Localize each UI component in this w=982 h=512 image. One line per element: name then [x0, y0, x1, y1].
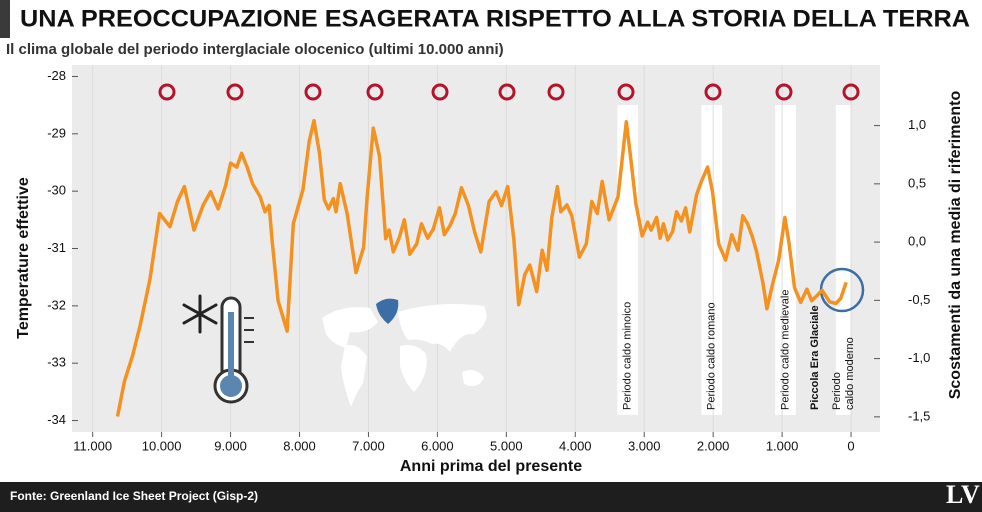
y-tick-label: -32 [47, 297, 66, 312]
y-tick-label: -30 [47, 183, 66, 198]
x-tick-label: 0 [847, 438, 854, 453]
x-tick-label: 3.000 [628, 438, 661, 453]
period-label: caldo moderno [844, 337, 856, 410]
warm-markers [158, 83, 860, 101]
y2-axis-label: Scostamenti da una media di riferimento [947, 91, 964, 400]
snowflake-icon [182, 294, 218, 334]
y2-tick-label: -0,5 [908, 292, 930, 307]
period-label: Periodo caldo romano [706, 302, 718, 410]
title-mark [0, 0, 10, 38]
source: Fonte: Greenland Ice Sheet Project (Gisp… [10, 489, 258, 503]
x-tick-label: 4.000 [559, 438, 592, 453]
y2-tick-label: 0,5 [908, 175, 926, 190]
period-label: Periodo [831, 372, 843, 410]
period-bands [617, 105, 852, 415]
period-label: Periodo caldo minoico [622, 302, 634, 410]
x-tick-label: 1.000 [766, 438, 799, 453]
x-tick-label: 8.000 [283, 438, 316, 453]
greenland [376, 298, 399, 324]
x-tick-label: 6.000 [421, 438, 454, 453]
y2-tick-label: -1,5 [908, 408, 930, 423]
x-tick-label: 10.000 [142, 438, 182, 453]
y-tick-label: -29 [47, 125, 66, 140]
period-band [701, 105, 723, 415]
thermometer-icon [213, 296, 254, 404]
y-axis-label: Temperature effettive [15, 177, 32, 339]
x-tick-label: 7.000 [352, 438, 385, 453]
footer [0, 482, 982, 512]
logo: LV [946, 480, 980, 509]
y-tick-label: -28 [47, 68, 66, 83]
y-tick-label: -34 [47, 412, 66, 427]
chart-title: UNA PREOCCUPAZIONE ESAGERATA RISPETTO AL… [20, 5, 970, 32]
y-tick-label: -33 [47, 355, 66, 370]
x-tick-label: 11.000 [73, 438, 112, 453]
x-tick-label: 9.000 [214, 438, 247, 453]
x-tick-label: 5.000 [490, 438, 523, 453]
x-tick-label: 2.000 [697, 438, 730, 453]
period-band [775, 105, 796, 415]
period-label: Piccola Era Glaciale [809, 305, 821, 410]
y2-tick-label: 0,0 [908, 234, 926, 249]
chart-subtitle: Il clima globale del periodo interglacia… [6, 41, 504, 58]
plot-area [72, 65, 880, 432]
y2-tick-label: -1,0 [908, 350, 930, 365]
period-label: Periodo caldo medievale [779, 290, 791, 410]
y-tick-label: -31 [47, 240, 66, 255]
period-band [835, 105, 852, 415]
x-axis-label: Anni prima del presente [400, 458, 582, 475]
world-map [322, 304, 487, 407]
y2-tick-label: 1,0 [908, 117, 926, 132]
temperature-line [115, 118, 848, 417]
